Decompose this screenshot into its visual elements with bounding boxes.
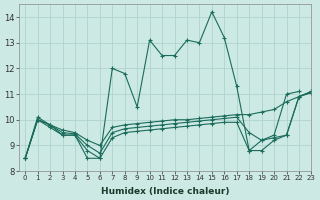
X-axis label: Humidex (Indice chaleur): Humidex (Indice chaleur): [101, 187, 229, 196]
